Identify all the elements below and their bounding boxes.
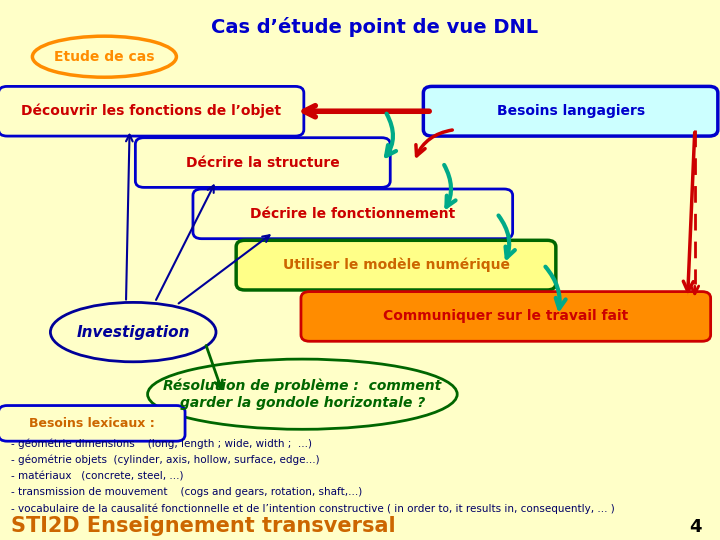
FancyBboxPatch shape xyxy=(423,86,718,136)
Text: - matériaux   (concrete, steel, ...): - matériaux (concrete, steel, ...) xyxy=(11,471,184,481)
FancyBboxPatch shape xyxy=(135,138,390,187)
Text: Investigation: Investigation xyxy=(76,325,190,340)
Ellipse shape xyxy=(32,36,176,77)
Text: Besoins langagiers: Besoins langagiers xyxy=(497,104,644,118)
FancyBboxPatch shape xyxy=(301,292,711,341)
Text: Cas d’étude point de vue DNL: Cas d’étude point de vue DNL xyxy=(211,17,538,37)
Text: Besoins lexicaux :: Besoins lexicaux : xyxy=(29,417,155,430)
Text: Résolution de problème :  comment
garder la gondole horizontale ?: Résolution de problème : comment garder … xyxy=(163,379,441,409)
Text: Décrire la structure: Décrire la structure xyxy=(186,156,340,170)
Text: - géométrie dimensions    (long, length ; wide, width ;  ...): - géométrie dimensions (long, length ; w… xyxy=(11,438,312,449)
Text: Etude de cas: Etude de cas xyxy=(54,50,155,64)
Text: - transmission de mouvement    (cogs and gears, rotation, shaft,...): - transmission de mouvement (cogs and ge… xyxy=(11,488,362,497)
FancyBboxPatch shape xyxy=(193,189,513,239)
Text: Découvrir les fonctions de l’objet: Découvrir les fonctions de l’objet xyxy=(21,104,282,118)
Text: Utiliser le modèle numérique: Utiliser le modèle numérique xyxy=(282,258,510,272)
Text: - géométrie objets  (cylinder, axis, hollow, surface, edge...): - géométrie objets (cylinder, axis, holl… xyxy=(11,455,320,465)
Ellipse shape xyxy=(50,302,216,362)
Text: Décrire le fonctionnement: Décrire le fonctionnement xyxy=(250,207,456,221)
Text: - vocabulaire de la causalité fonctionnelle et de l’intention constructive ( in : - vocabulaire de la causalité fonctionne… xyxy=(11,503,615,514)
FancyBboxPatch shape xyxy=(236,240,556,290)
Text: STI2D Enseignement transversal: STI2D Enseignement transversal xyxy=(11,516,395,537)
Text: Communiquer sur le travail fait: Communiquer sur le travail fait xyxy=(383,309,629,323)
Text: 4: 4 xyxy=(690,517,702,536)
Ellipse shape xyxy=(148,359,457,429)
FancyBboxPatch shape xyxy=(0,86,304,136)
FancyBboxPatch shape xyxy=(0,406,185,441)
